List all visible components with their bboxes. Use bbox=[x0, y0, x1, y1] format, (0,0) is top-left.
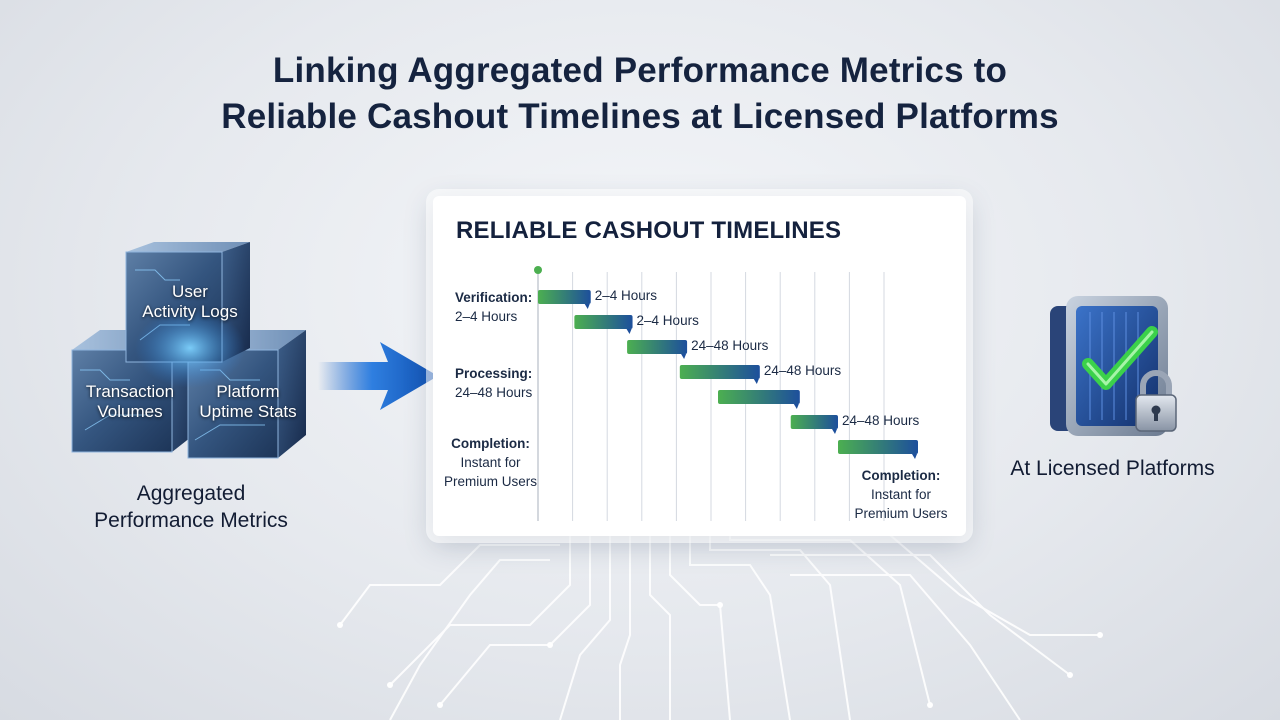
stage-processing: Processing: 24–48 Hours bbox=[455, 364, 532, 402]
cube-label-transaction-volumes: Transaction Volumes bbox=[70, 382, 190, 422]
cube-right-line2: Uptime Stats bbox=[199, 402, 297, 421]
stage-completion-detail-2: Premium Users bbox=[443, 474, 537, 489]
metrics-cubes: User Activity Logs Transaction Volumes P… bbox=[60, 230, 320, 470]
secure-vault-check-lock-icon bbox=[1050, 296, 1177, 436]
gantt-bar bbox=[718, 390, 800, 404]
cashout-timeline-panel: RELIABLE CASHOUT TIMELINES Verification:… bbox=[433, 196, 966, 536]
gantt-bar bbox=[574, 315, 633, 329]
cube-top-line1: User bbox=[172, 282, 208, 301]
cube-right-line1: Platform bbox=[216, 382, 280, 401]
stage-completion-detail-1: Instant for bbox=[460, 455, 521, 470]
gantt-bar-pointer bbox=[681, 354, 687, 359]
gantt-bar-pointer bbox=[753, 379, 759, 384]
gantt-bar bbox=[679, 365, 760, 379]
end-completion-heading: Completion: bbox=[861, 468, 941, 483]
cube-left-line2: Volumes bbox=[97, 402, 163, 421]
metrics-caption: Aggregated Performance Metrics bbox=[60, 480, 322, 534]
gantt-bar-label: 24–48 Hours bbox=[763, 363, 842, 378]
end-completion-label: Completion: Instant for Premium Users bbox=[851, 466, 951, 523]
page-title: Linking Aggregated Performance Metrics t… bbox=[0, 48, 1280, 140]
vault-caption: At Licensed Platforms bbox=[1010, 457, 1215, 480]
gantt-bar-label: 2–4 Hours bbox=[636, 313, 699, 328]
metrics-caption-line2: Performance Metrics bbox=[94, 509, 288, 532]
cube-left-line1: Transaction bbox=[85, 382, 175, 401]
data-cubes-icon bbox=[71, 242, 306, 459]
panel-title: RELIABLE CASHOUT TIMELINES bbox=[456, 217, 842, 244]
gantt-bar bbox=[838, 440, 918, 454]
circuit-board-decoration bbox=[337, 534, 1103, 720]
end-completion-detail-2: Premium Users bbox=[854, 506, 948, 521]
stage-verification-detail: 2–4 Hours bbox=[455, 309, 518, 324]
end-completion-detail-1: Instant for bbox=[870, 487, 932, 502]
gantt-bar-pointer bbox=[832, 429, 837, 434]
gantt-bar-pointer bbox=[912, 454, 917, 459]
cube-top-line2: Activity Logs bbox=[142, 302, 238, 321]
gantt-bar-pointer bbox=[626, 329, 632, 334]
gantt-bar-label: 24–48 Hours bbox=[842, 413, 920, 428]
right-arrow-icon bbox=[318, 342, 438, 410]
title-line-2: Reliable Cashout Timelines at Licensed P… bbox=[221, 97, 1059, 136]
gantt-bar-label: 2–4 Hours bbox=[594, 288, 658, 303]
gantt-chart bbox=[534, 266, 938, 521]
stage-completion: Completion: Instant for Premium Users bbox=[443, 434, 538, 491]
timeline-start-dot bbox=[534, 266, 542, 274]
stage-processing-detail: 24–48 Hours bbox=[455, 385, 533, 400]
cube-label-user-activity: User Activity Logs bbox=[130, 282, 250, 322]
cube-label-platform-uptime: Platform Uptime Stats bbox=[188, 382, 308, 422]
title-line-1: Linking Aggregated Performance Metrics t… bbox=[272, 51, 1008, 90]
gantt-bar-pointer bbox=[793, 404, 799, 409]
stage-completion-heading: Completion: bbox=[451, 436, 530, 451]
gantt-bar bbox=[538, 290, 591, 304]
gantt-bar bbox=[790, 415, 838, 429]
metrics-caption-line1: Aggregated bbox=[136, 482, 246, 505]
stage-verification-heading: Verification: bbox=[455, 290, 533, 305]
stage-processing-heading: Processing: bbox=[455, 366, 533, 381]
gantt-bar bbox=[627, 340, 688, 354]
gantt-bar-label: 24–48 Hours bbox=[691, 338, 769, 353]
gantt-bar-pointer bbox=[584, 304, 590, 309]
stage-verification: Verification: 2–4 Hours bbox=[455, 288, 532, 326]
